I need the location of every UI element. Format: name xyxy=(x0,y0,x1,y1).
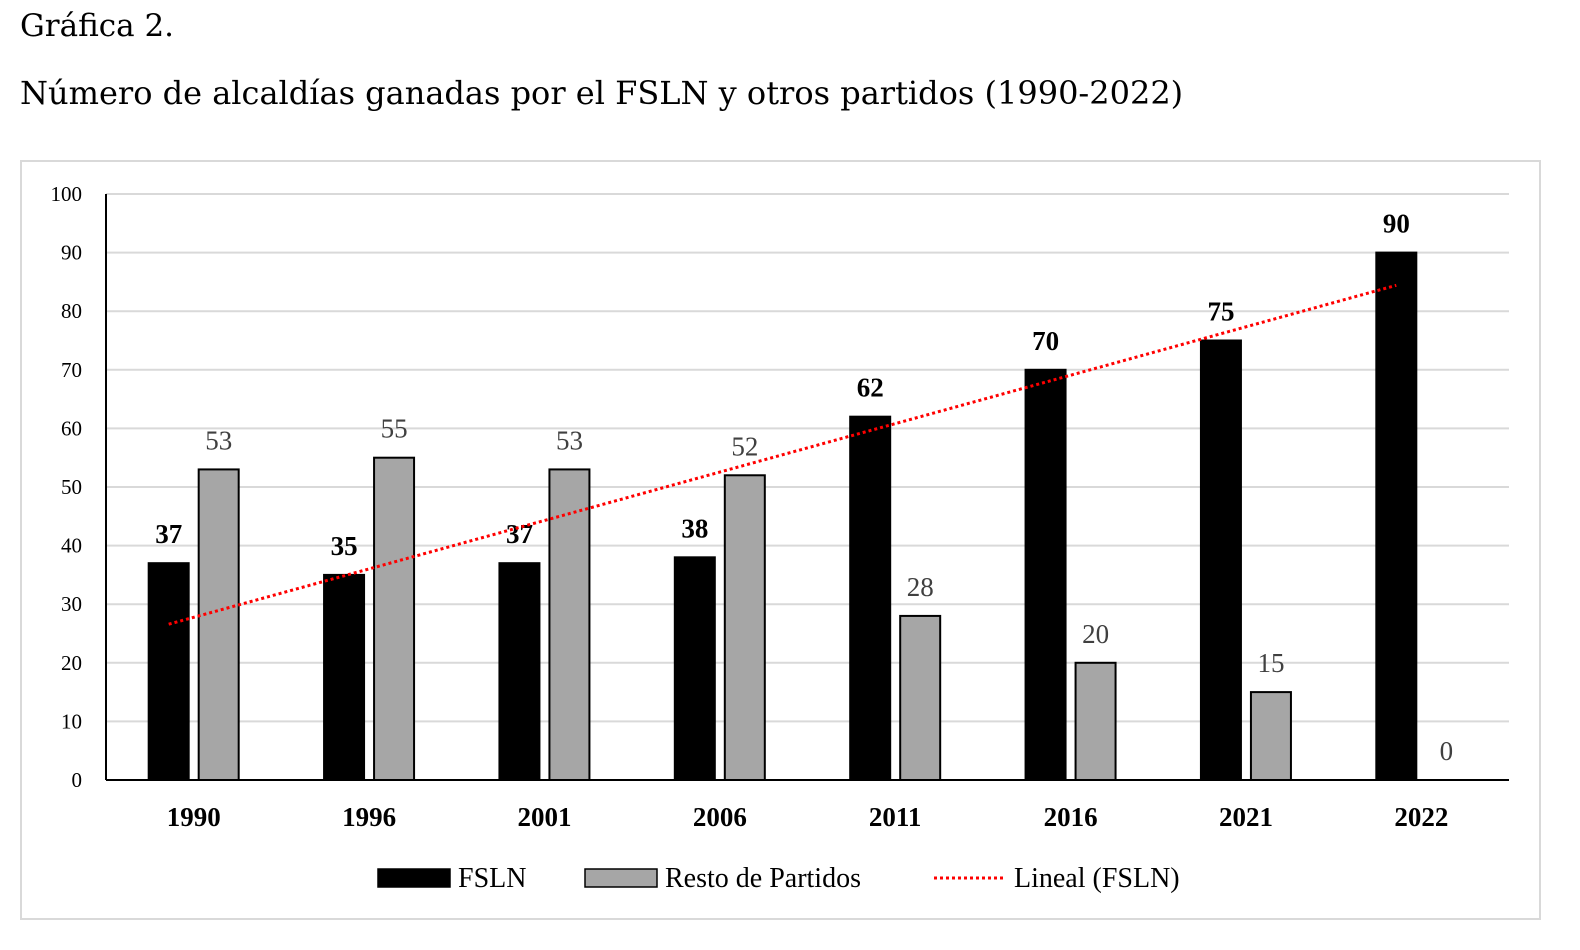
bar-resto xyxy=(899,614,942,782)
bar-resto xyxy=(197,468,240,781)
data-label-fsln: 37 xyxy=(155,519,182,549)
bar-fsln xyxy=(323,573,366,781)
legend-label-trendline: Lineal (FSLN) xyxy=(1014,863,1180,894)
x-tick-label: 2022 xyxy=(1394,802,1448,832)
legend-label-fsln: FSLN xyxy=(458,863,526,894)
legend-swatch-resto xyxy=(584,868,658,888)
x-tick-label: 2001 xyxy=(517,802,571,832)
figure-label: Gráfica 2. xyxy=(20,8,175,44)
data-label-resto: 52 xyxy=(731,431,758,461)
data-label-fsln: 62 xyxy=(857,373,884,403)
legend-swatch-fsln xyxy=(377,868,451,888)
legend-label-resto: Resto de Partidos xyxy=(665,863,861,894)
y-tick-label: 30 xyxy=(61,592,82,616)
data-label-resto: 15 xyxy=(1257,648,1284,678)
y-tick-label: 50 xyxy=(61,475,82,499)
y-tick-label: 100 xyxy=(51,182,83,206)
y-tick-label: 20 xyxy=(61,651,82,675)
y-tick-label: 80 xyxy=(61,299,82,323)
x-tick-label: 2016 xyxy=(1044,802,1098,832)
bar-fsln xyxy=(673,556,716,781)
data-label-fsln: 38 xyxy=(681,513,708,543)
data-label-fsln: 70 xyxy=(1032,326,1059,356)
y-tick-label: 70 xyxy=(61,358,82,382)
x-tick-label: 1996 xyxy=(342,802,396,832)
chart-frame: 0 10 20 30 40 50 60 70 80 90 100 37 53 1990 35 55 1996 37… xyxy=(20,160,1541,920)
bar-fsln xyxy=(1375,251,1418,782)
bar-resto xyxy=(373,456,416,781)
bar-fsln xyxy=(849,415,892,781)
x-tick-label: 2006 xyxy=(693,802,747,832)
data-label-resto: 20 xyxy=(1082,619,1109,649)
bar-resto xyxy=(1249,691,1292,781)
y-tick-label: 90 xyxy=(61,241,82,265)
bar-resto xyxy=(548,468,591,781)
data-label-resto: 0 xyxy=(1440,736,1454,766)
figure-title: Número de alcaldías ganadas por el FSLN … xyxy=(20,74,1184,112)
bar-fsln xyxy=(1199,339,1242,781)
data-label-resto: 53 xyxy=(556,425,583,455)
data-label-fsln: 75 xyxy=(1207,297,1234,327)
x-tick-label: 2021 xyxy=(1219,802,1273,832)
x-tick-label: 2011 xyxy=(869,802,922,832)
bar-chart: 0102030405060708090100375319903555199637… xyxy=(51,182,1509,894)
y-tick-label: 60 xyxy=(61,416,82,440)
data-label-fsln: 35 xyxy=(331,531,358,561)
bar-fsln xyxy=(147,562,190,781)
bar-resto xyxy=(1074,661,1117,781)
y-tick-label: 0 xyxy=(72,768,83,792)
data-label-resto: 28 xyxy=(907,572,934,602)
x-tick-label: 1990 xyxy=(167,802,221,832)
y-tick-label: 40 xyxy=(61,534,82,558)
data-label-fsln: 90 xyxy=(1383,209,1410,239)
data-label-resto: 53 xyxy=(205,425,232,455)
trendline-fsln xyxy=(168,283,1397,626)
bar-resto xyxy=(723,474,766,781)
y-tick-label: 10 xyxy=(61,709,82,733)
bar-fsln xyxy=(1024,368,1067,782)
data-label-resto: 55 xyxy=(381,414,408,444)
bar-fsln xyxy=(498,562,541,781)
